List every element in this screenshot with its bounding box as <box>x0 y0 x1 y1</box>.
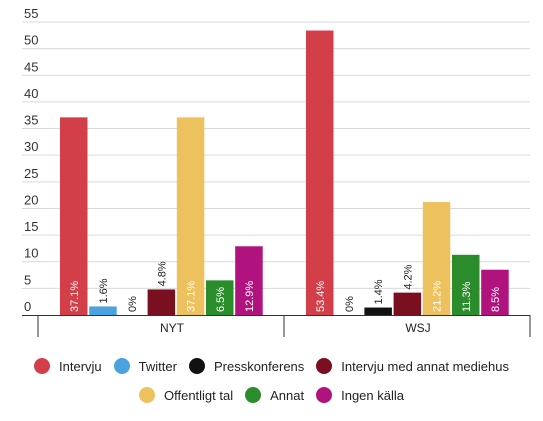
bar <box>481 269 509 315</box>
y-tick-label: 25 <box>24 166 38 181</box>
bar-data-label: 21.2% <box>432 281 444 312</box>
bar <box>206 280 234 315</box>
bar-data-label: 6.5% <box>215 287 227 312</box>
legend-item-intervju-annat-mediehus: Intervju med annat mediehus <box>316 358 509 374</box>
legend-row-2: Offentligt tal Annat Ingen källa <box>0 387 543 403</box>
bar <box>306 30 334 316</box>
legend-label: Intervju <box>59 358 102 374</box>
bar-data-label: 1.6% <box>98 278 110 303</box>
bar-data-label: 12.9% <box>244 281 256 312</box>
x-category-label: WSJ <box>405 321 430 335</box>
bar-data-label: 0% <box>344 296 356 312</box>
legend-item-annat: Annat <box>245 387 304 403</box>
bar-data-label: 4.2% <box>402 264 414 289</box>
legend-swatch <box>113 358 130 374</box>
legend-item-offentligt-tal: Offentligt tal <box>138 387 234 403</box>
y-tick-label: 50 <box>24 33 38 48</box>
bar <box>60 117 88 315</box>
y-tick-label: 10 <box>24 246 38 261</box>
legend-label: Presskonferens <box>213 358 305 374</box>
legend-item-intervju: Intervju <box>34 358 102 374</box>
y-tick-label: 20 <box>24 192 38 207</box>
x-category-label: NYT <box>160 321 185 335</box>
legend-label: Offentligt tal <box>163 387 234 403</box>
bar-data-label: 53.4% <box>315 281 327 312</box>
data-labels: 37.1% 1.6% 0% 4.8% 37.1% 6.5% 12.9% 53.4% 0% 1.4%… <box>69 261 502 312</box>
y-tick-label: 30 <box>24 139 38 154</box>
bar <box>176 117 205 315</box>
bar <box>147 289 176 315</box>
bars <box>60 30 509 316</box>
legend-item-twitter: Twitter <box>113 358 177 374</box>
bar <box>89 306 117 315</box>
bar <box>452 254 480 315</box>
y-tick-label: 35 <box>24 113 38 128</box>
bar-data-label: 37.1% <box>69 281 81 312</box>
legend-label: Intervju med annat mediehus <box>341 358 509 374</box>
legend-swatch <box>245 387 262 403</box>
x-axis: NYT WSJ <box>22 315 531 337</box>
bar <box>235 246 263 315</box>
legend-row-1: Intervju Twitter Presskonferens Intervju… <box>0 358 543 374</box>
bar <box>364 307 392 315</box>
legend-label: Annat <box>270 387 305 403</box>
y-tick-label: 15 <box>24 219 38 234</box>
bar <box>422 202 451 315</box>
y-tick-label: 40 <box>24 86 38 101</box>
legend-swatch <box>316 387 333 403</box>
legend-item-ingen-kalla: Ingen källa <box>316 387 404 403</box>
legend-label: Twitter <box>138 358 177 374</box>
legend-swatch <box>138 387 155 403</box>
y-tick-label: 5 <box>24 272 31 287</box>
bar-data-label: 4.8% <box>156 261 168 286</box>
bar-data-label: 1.4% <box>373 279 385 304</box>
bar-data-label: 0% <box>127 296 139 312</box>
legend-item-presskonferens: Presskonferens <box>188 358 305 374</box>
y-axis-ticks: 0 5 10 15 20 25 30 35 40 45 50 55 <box>24 6 38 314</box>
legend-swatch <box>188 358 205 374</box>
y-tick-label: 45 <box>24 59 38 74</box>
y-tick-label: 55 <box>24 6 38 21</box>
bar-data-label: 11.3% <box>461 281 473 312</box>
legend-swatch <box>316 358 333 374</box>
bar <box>393 292 422 315</box>
bar-data-label: 37.1% <box>186 281 198 312</box>
y-tick-label: 0 <box>24 299 31 314</box>
bar-data-label: 8.5% <box>490 287 502 312</box>
legend-label: Ingen källa <box>341 387 404 403</box>
legend-swatch <box>34 358 51 374</box>
legend: Intervju Twitter Presskonferens Intervju… <box>0 358 543 416</box>
gridlines <box>22 21 530 289</box>
